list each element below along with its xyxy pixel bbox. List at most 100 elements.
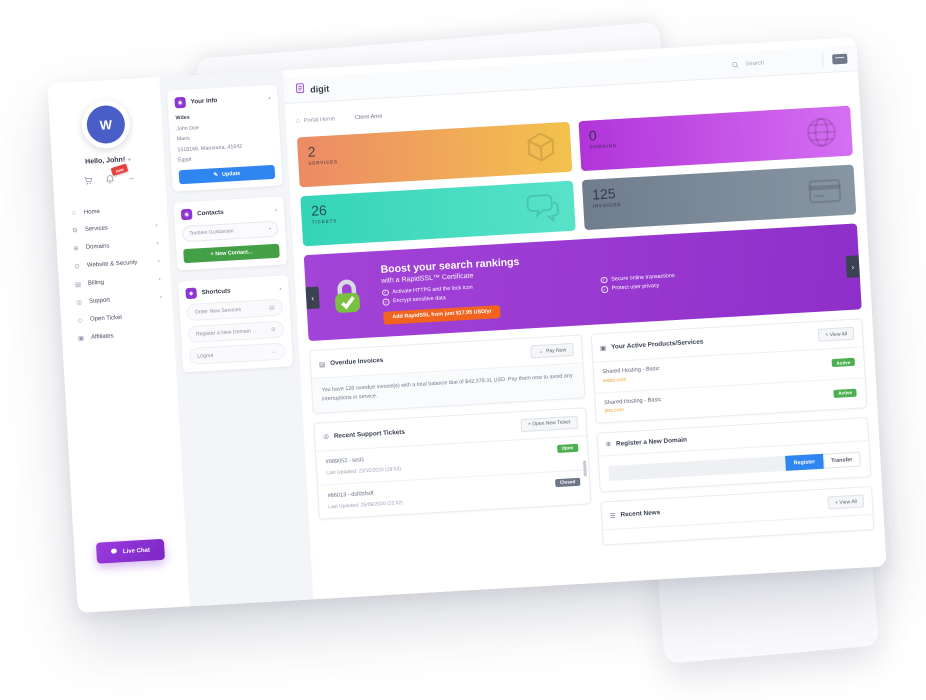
transfer-button[interactable]: Transfer (822, 451, 861, 469)
ticket-icon: ◇ (77, 317, 83, 325)
main-area: digit ⌂ Portal Home Client Area 2 SERV (283, 37, 887, 600)
contacts-card: ◉ Contacts ▴ Torstein Gustavsen ▾ + New … (173, 196, 288, 271)
dashboard-window: W Hello, John! ▾ new → ⌂ Home ⚙ Services… (47, 37, 887, 613)
bell-icon[interactable] (105, 174, 116, 185)
collapse-icon[interactable]: ▴ (268, 94, 271, 100)
cart-icon: ▤ (268, 304, 275, 311)
affiliates-icon: ▣ (77, 335, 85, 343)
breadcrumb-current: Client Area (343, 108, 398, 126)
stat-card-domains[interactable]: 0 DOMAINS (577, 105, 853, 172)
chevron-down-icon: ▾ (158, 276, 161, 282)
pay-now-button[interactable]: → Pay Now (530, 342, 574, 359)
active-products-card: ▣ Your Active Products/Services + View A… (590, 318, 868, 424)
contact-select[interactable]: Torstein Gustavsen ▾ (181, 220, 279, 243)
card-title: Your Active Products/Services (610, 338, 704, 351)
status-badge: Closed (555, 477, 580, 487)
messages-icon[interactable] (832, 53, 848, 65)
domain-input-group: Register Transfer (607, 451, 861, 482)
services-icon: ⚙ (71, 227, 79, 235)
sidebar-nav: ⌂ Home ⚙ Services ▾ ⊕ Domains ▾ ⊙ Websit… (54, 199, 174, 348)
globe-icon (807, 117, 836, 147)
breadcrumb-home[interactable]: ⌂ Portal Home (295, 115, 336, 125)
lock-icon: ⊙ (74, 263, 80, 271)
headset-icon: ◎ (323, 433, 330, 441)
check-circle-icon: ✓ (600, 276, 608, 284)
search-input[interactable] (743, 56, 814, 69)
view-all-button[interactable]: + View All (827, 494, 865, 510)
cube-icon (526, 132, 554, 162)
brand[interactable]: digit (294, 79, 330, 99)
address: 1518166, Mansoura, 41642 (177, 143, 243, 153)
globe-icon: ⊕ (73, 245, 79, 253)
country: Egypt (177, 156, 192, 164)
overdue-invoices-card: ▤ Overdue Invoices → Pay Now You have 12… (309, 334, 585, 414)
shortcut-register-domain[interactable]: Register a New Domain ⊕ (187, 320, 285, 344)
support-tickets-card: ◎ Recent Support Tickets + Open New Tick… (313, 407, 592, 520)
new-contact-button[interactable]: + New Contact... (183, 243, 280, 264)
domain-input[interactable] (607, 455, 787, 482)
news-icon: ☰ (609, 512, 616, 520)
chevron-down-icon: ▾ (159, 294, 163, 300)
product-name: Shared Hosting - Basic (602, 365, 660, 376)
card-title: Register a New Domain (615, 436, 688, 448)
digit-logo-icon (294, 80, 307, 99)
shortcuts-title: Shortcuts (201, 287, 231, 297)
quick-action-icons: new → (83, 163, 136, 186)
your-info-card: ◉ Your Info ▴ Wdes John Doe Mans 1518166… (167, 84, 283, 192)
shortcuts-card: ◆ Shortcuts ▴ Order New Services ▤ Regis… (178, 275, 294, 373)
collapse-icon[interactable]: ▴ (279, 285, 282, 291)
brand-name: digit (309, 83, 330, 95)
headset-icon: ◎ (76, 299, 83, 307)
card-title: Recent News (620, 509, 661, 519)
shortcut-order-services[interactable]: Order New Services ▤ (186, 298, 284, 322)
company-name: Wdes (175, 114, 190, 122)
avatar-logo: W (85, 104, 126, 145)
collapse-icon[interactable]: ▴ (274, 206, 278, 212)
product-name: Shared Hosting - Basic (604, 396, 662, 406)
product-domain-link[interactable]: wdes.com (602, 376, 627, 384)
register-domain-card: ⊕ Register a New Domain Register Transfe… (595, 417, 872, 493)
ssl-lock-icon (319, 273, 375, 318)
sidebar: W Hello, John! ▾ new → ⌂ Home ⚙ Services… (47, 77, 190, 613)
register-button[interactable]: Register (785, 453, 824, 471)
carousel-prev-button[interactable]: ‹ (305, 286, 320, 310)
contacts-icon: ◉ (180, 208, 193, 221)
stat-card-tickets[interactable]: 26 TICKETS (300, 180, 576, 247)
ticket-ref: #86013 - dsfdsfsdf (327, 490, 374, 500)
chevron-down-icon: ▾ (268, 226, 272, 232)
check-circle-icon: ✓ (382, 298, 390, 306)
update-button[interactable]: ✎ Update (178, 164, 276, 185)
user-icon: ◉ (174, 96, 187, 109)
live-chat-button[interactable]: Live Chat (96, 538, 165, 564)
sign-out-icon[interactable]: → (126, 172, 136, 183)
ticket-ref: #989052 - test1 (325, 456, 365, 466)
edit-icon: ✎ (213, 172, 219, 179)
city: Mans (176, 135, 190, 143)
view-all-button[interactable]: + View All (818, 326, 855, 342)
open-new-ticket-button[interactable]: + Open New Ticket (520, 415, 578, 432)
cards-left-column: ▤ Overdue Invoices → Pay Now You have 12… (309, 334, 593, 561)
shortcut-logout[interactable]: Logout ← (188, 342, 286, 366)
card-title: Recent Support Tickets (333, 428, 406, 440)
greeting-text: Hello, John! (84, 156, 126, 166)
cart-icon[interactable] (83, 175, 94, 186)
stat-card-invoices[interactable]: 125 INVOICES (581, 164, 857, 231)
stat-card-services[interactable]: 2 SERVICES (296, 121, 572, 188)
status-badge: Active (831, 357, 856, 368)
your-info-title: Your Info (190, 97, 218, 106)
product-domain-link[interactable]: jets.com (604, 407, 625, 415)
invoice-icon: ▤ (318, 360, 326, 369)
avatar[interactable]: W (80, 99, 132, 150)
banner-content: Boost your search rankings with a RapidS… (380, 238, 831, 325)
check-circle-icon: ✓ (381, 288, 389, 296)
products-icon: ▣ (599, 344, 607, 352)
banner-cta-button[interactable]: Add RapidSSL from just $17.95 USD/yr (383, 304, 501, 325)
check-circle-icon: ✓ (601, 285, 608, 293)
carousel-next-button[interactable]: › (845, 255, 860, 279)
cards-right-column: ▣ Your Active Products/Services + View A… (590, 318, 875, 546)
person-name: John Doe (176, 124, 200, 132)
recent-news-card: ☰ Recent News + View All (599, 485, 875, 546)
promo-banner: ‹ › Boost your search rankings with a Ra… (303, 223, 862, 342)
home-icon: ⌂ (295, 117, 301, 125)
globe-icon: ⊕ (270, 326, 277, 333)
